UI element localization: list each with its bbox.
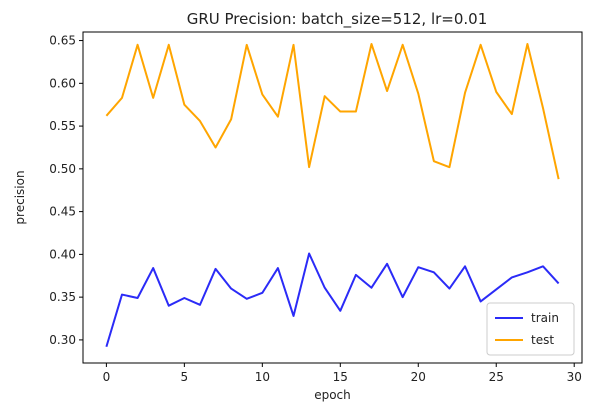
x-tick-label: 25 [489,370,504,384]
y-axis-label: precision [13,170,27,224]
series-line-test [105,42,560,180]
series-line-train [105,252,560,348]
legend-label-test: test [531,333,554,347]
y-tick-label: 0.65 [49,34,76,48]
legend: train test [486,302,575,356]
x-tick-label: 0 [103,370,111,384]
x-tick-label: 15 [333,370,348,384]
legend-label-train: train [531,311,559,325]
x-tick-label: 20 [411,370,426,384]
legend-box [486,302,575,356]
x-tick-label: 5 [181,370,189,384]
series-layer [105,42,560,348]
y-tick-label: 0.55 [49,119,76,133]
x-axis-ticks: 0 5 10 15 20 25 30 [103,363,582,384]
y-axis-ticks: 0.30 0.35 0.40 0.45 0.50 0.55 0.60 0.65 [49,34,83,347]
y-tick-label: 0.50 [49,162,76,176]
y-tick-label: 0.35 [49,290,76,304]
x-tick-label: 30 [567,370,582,384]
x-tick-label: 10 [255,370,270,384]
y-tick-label: 0.60 [49,76,76,90]
y-tick-label: 0.40 [49,247,76,261]
y-tick-label: 0.45 [49,205,76,219]
y-tick-label: 0.30 [49,333,76,347]
x-axis-label: epoch [314,388,351,402]
chart-title: GRU Precision: batch_size=512, lr=0.01 [187,10,488,29]
